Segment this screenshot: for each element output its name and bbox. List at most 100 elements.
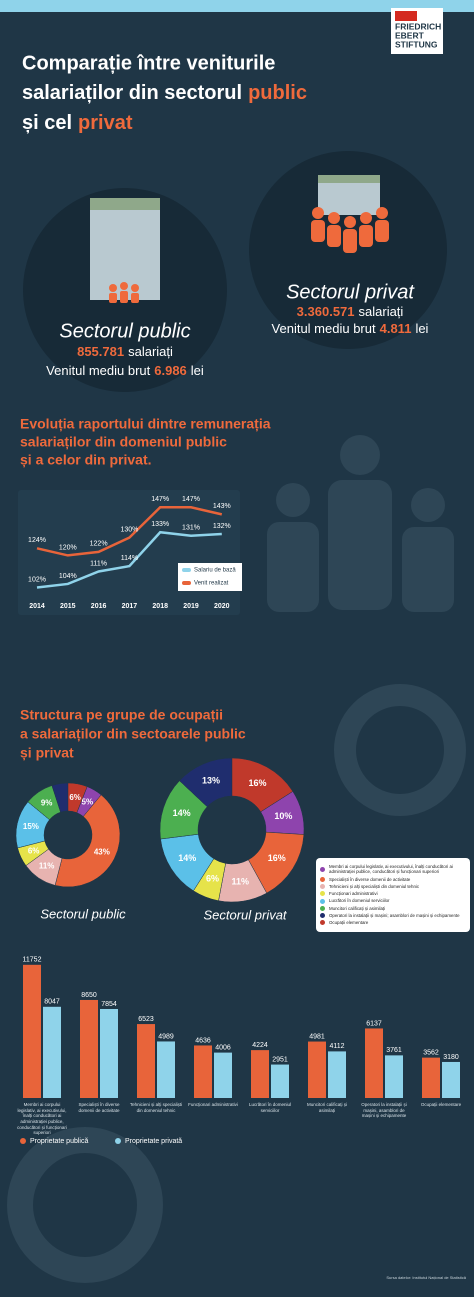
data-label: 122% (90, 541, 108, 548)
legend-entry: Muncitori calificați și asimilați (320, 906, 466, 911)
employees-label: salariați (128, 344, 173, 359)
bar (308, 1041, 326, 1098)
legend-label: Ocupații elementare (329, 920, 369, 926)
legend-swatch (320, 891, 325, 897)
bar (100, 1008, 118, 1098)
income-label: Venitul mediu brut (46, 363, 150, 378)
data-label: 4224 (252, 1042, 268, 1049)
x-tick-label: Muncitori calificați și asimilați (306, 1102, 347, 1113)
employees: 3.360.571 salariați (297, 304, 404, 319)
legend-swatch (320, 913, 325, 919)
data-label: 8047 (44, 999, 60, 1006)
data-label: 114% (121, 555, 138, 562)
logo-text: FRIEDRICH (395, 21, 441, 31)
data-label: 132% (213, 523, 231, 530)
sector-name: Sectorul public (59, 320, 190, 342)
bar (271, 1064, 289, 1098)
legend-label: Proprietate privată (125, 1138, 182, 1145)
donut-segment (67, 782, 88, 814)
data-label: 11% (232, 877, 250, 887)
money-top (90, 198, 160, 210)
data-label: 6137 (366, 1020, 382, 1027)
data-label: 6523 (138, 1016, 154, 1023)
data-label: 6% (28, 846, 40, 855)
x-tick-label: 2018 (152, 603, 168, 610)
section-title: a salariaților din sectoarele public (20, 726, 246, 742)
data-label: 9% (41, 799, 53, 808)
data-label: 11% (39, 862, 55, 871)
data-label: 11752 (23, 957, 42, 964)
donut-legend: Membri ai corpului legislativ, ai execut… (316, 858, 470, 932)
legend-swatch (320, 898, 325, 904)
donut-label: Sectorul privat (203, 907, 287, 922)
data-label: 13% (202, 776, 220, 786)
x-tick-label: 2017 (122, 603, 138, 610)
employees: 855.781 salariați (77, 344, 173, 359)
people-icons (109, 207, 389, 303)
bar (80, 999, 98, 1098)
data-label: 14% (173, 808, 191, 818)
data-label: 8650 (81, 992, 97, 999)
donut-segment (231, 757, 294, 813)
data-label: 120% (59, 544, 77, 551)
legend-swatch (320, 883, 325, 889)
legend-entry: Specialiști în diverse domenii de activi… (320, 877, 466, 882)
bar (422, 1057, 440, 1098)
bar (23, 964, 41, 1098)
data-label: 6% (69, 793, 81, 802)
logo-text: EBERT (395, 30, 425, 40)
data-label: 124% (28, 537, 46, 544)
x-tick-label: Operatori la instalații și mașini, asamb… (361, 1102, 407, 1119)
data-label: 10% (274, 811, 292, 821)
title: și cel (22, 112, 72, 134)
legend-swatch (320, 905, 325, 911)
legend-swatch (20, 1138, 26, 1144)
data-label: 130% (120, 526, 138, 533)
income-label: Venitul mediu brut (272, 321, 376, 336)
title: Comparație între veniturile (22, 52, 275, 74)
data-label: 4981 (309, 1033, 325, 1040)
data-label: 3761 (386, 1047, 402, 1054)
legend-label: Membri ai corpului legislativ, ai execut… (329, 864, 453, 875)
data-label: 5% (82, 797, 94, 806)
money-top (318, 175, 380, 183)
source: Sursa datelor: Institutul Național de St… (386, 1275, 466, 1280)
income: Venitul mediu brut 6.986 lei (46, 363, 204, 378)
section-title: Structura pe grupe de ocupații (20, 707, 223, 723)
data-label: 111% (90, 560, 107, 567)
legend-swatch (182, 568, 191, 572)
bar (137, 1024, 155, 1098)
title-highlight: public (248, 82, 307, 104)
bar (385, 1055, 403, 1098)
title-highlight: privat (78, 112, 133, 134)
legend-label: Lucrători în domeniul serviciilor (329, 898, 390, 904)
section-title: și a celor din privat. (20, 452, 152, 468)
legend-entry: Funcționari administrativi (320, 891, 466, 897)
sector-name: Sectorul privat (286, 281, 415, 303)
data-label: 4006 (215, 1044, 231, 1051)
x-tick-label: Tehnicieni și alți specialiști din domen… (129, 1102, 183, 1113)
bar (157, 1041, 175, 1098)
title: și cel privat (22, 112, 133, 134)
legend-label: Tehnicieni și alți specialiști din domen… (329, 883, 420, 889)
data-label: 6% (206, 874, 219, 884)
x-tick-label: Funcționari administrativi (188, 1102, 238, 1107)
bar (214, 1052, 232, 1098)
bar (328, 1051, 346, 1098)
logo-text: STIFTUNG (395, 39, 438, 49)
bar (194, 1045, 212, 1098)
data-label: 102% (28, 576, 46, 583)
data-label: 16% (268, 853, 286, 863)
legend-entry: Lucrători în domeniul serviciilor (320, 898, 466, 904)
section-title: și privat (20, 745, 74, 761)
x-tick-label: Specialiști în diverse domenii de activi… (78, 1102, 120, 1113)
bar (365, 1028, 383, 1098)
data-label: 143% (213, 503, 231, 510)
legend-label: Muncitori calificați și asimilați (329, 905, 386, 911)
data-label: 4989 (158, 1033, 174, 1040)
legend-entry: Ocupații elementare (320, 920, 466, 926)
legend-label: Proprietate publică (30, 1138, 88, 1145)
data-label: 15% (23, 822, 39, 831)
legend-swatch (182, 581, 191, 585)
